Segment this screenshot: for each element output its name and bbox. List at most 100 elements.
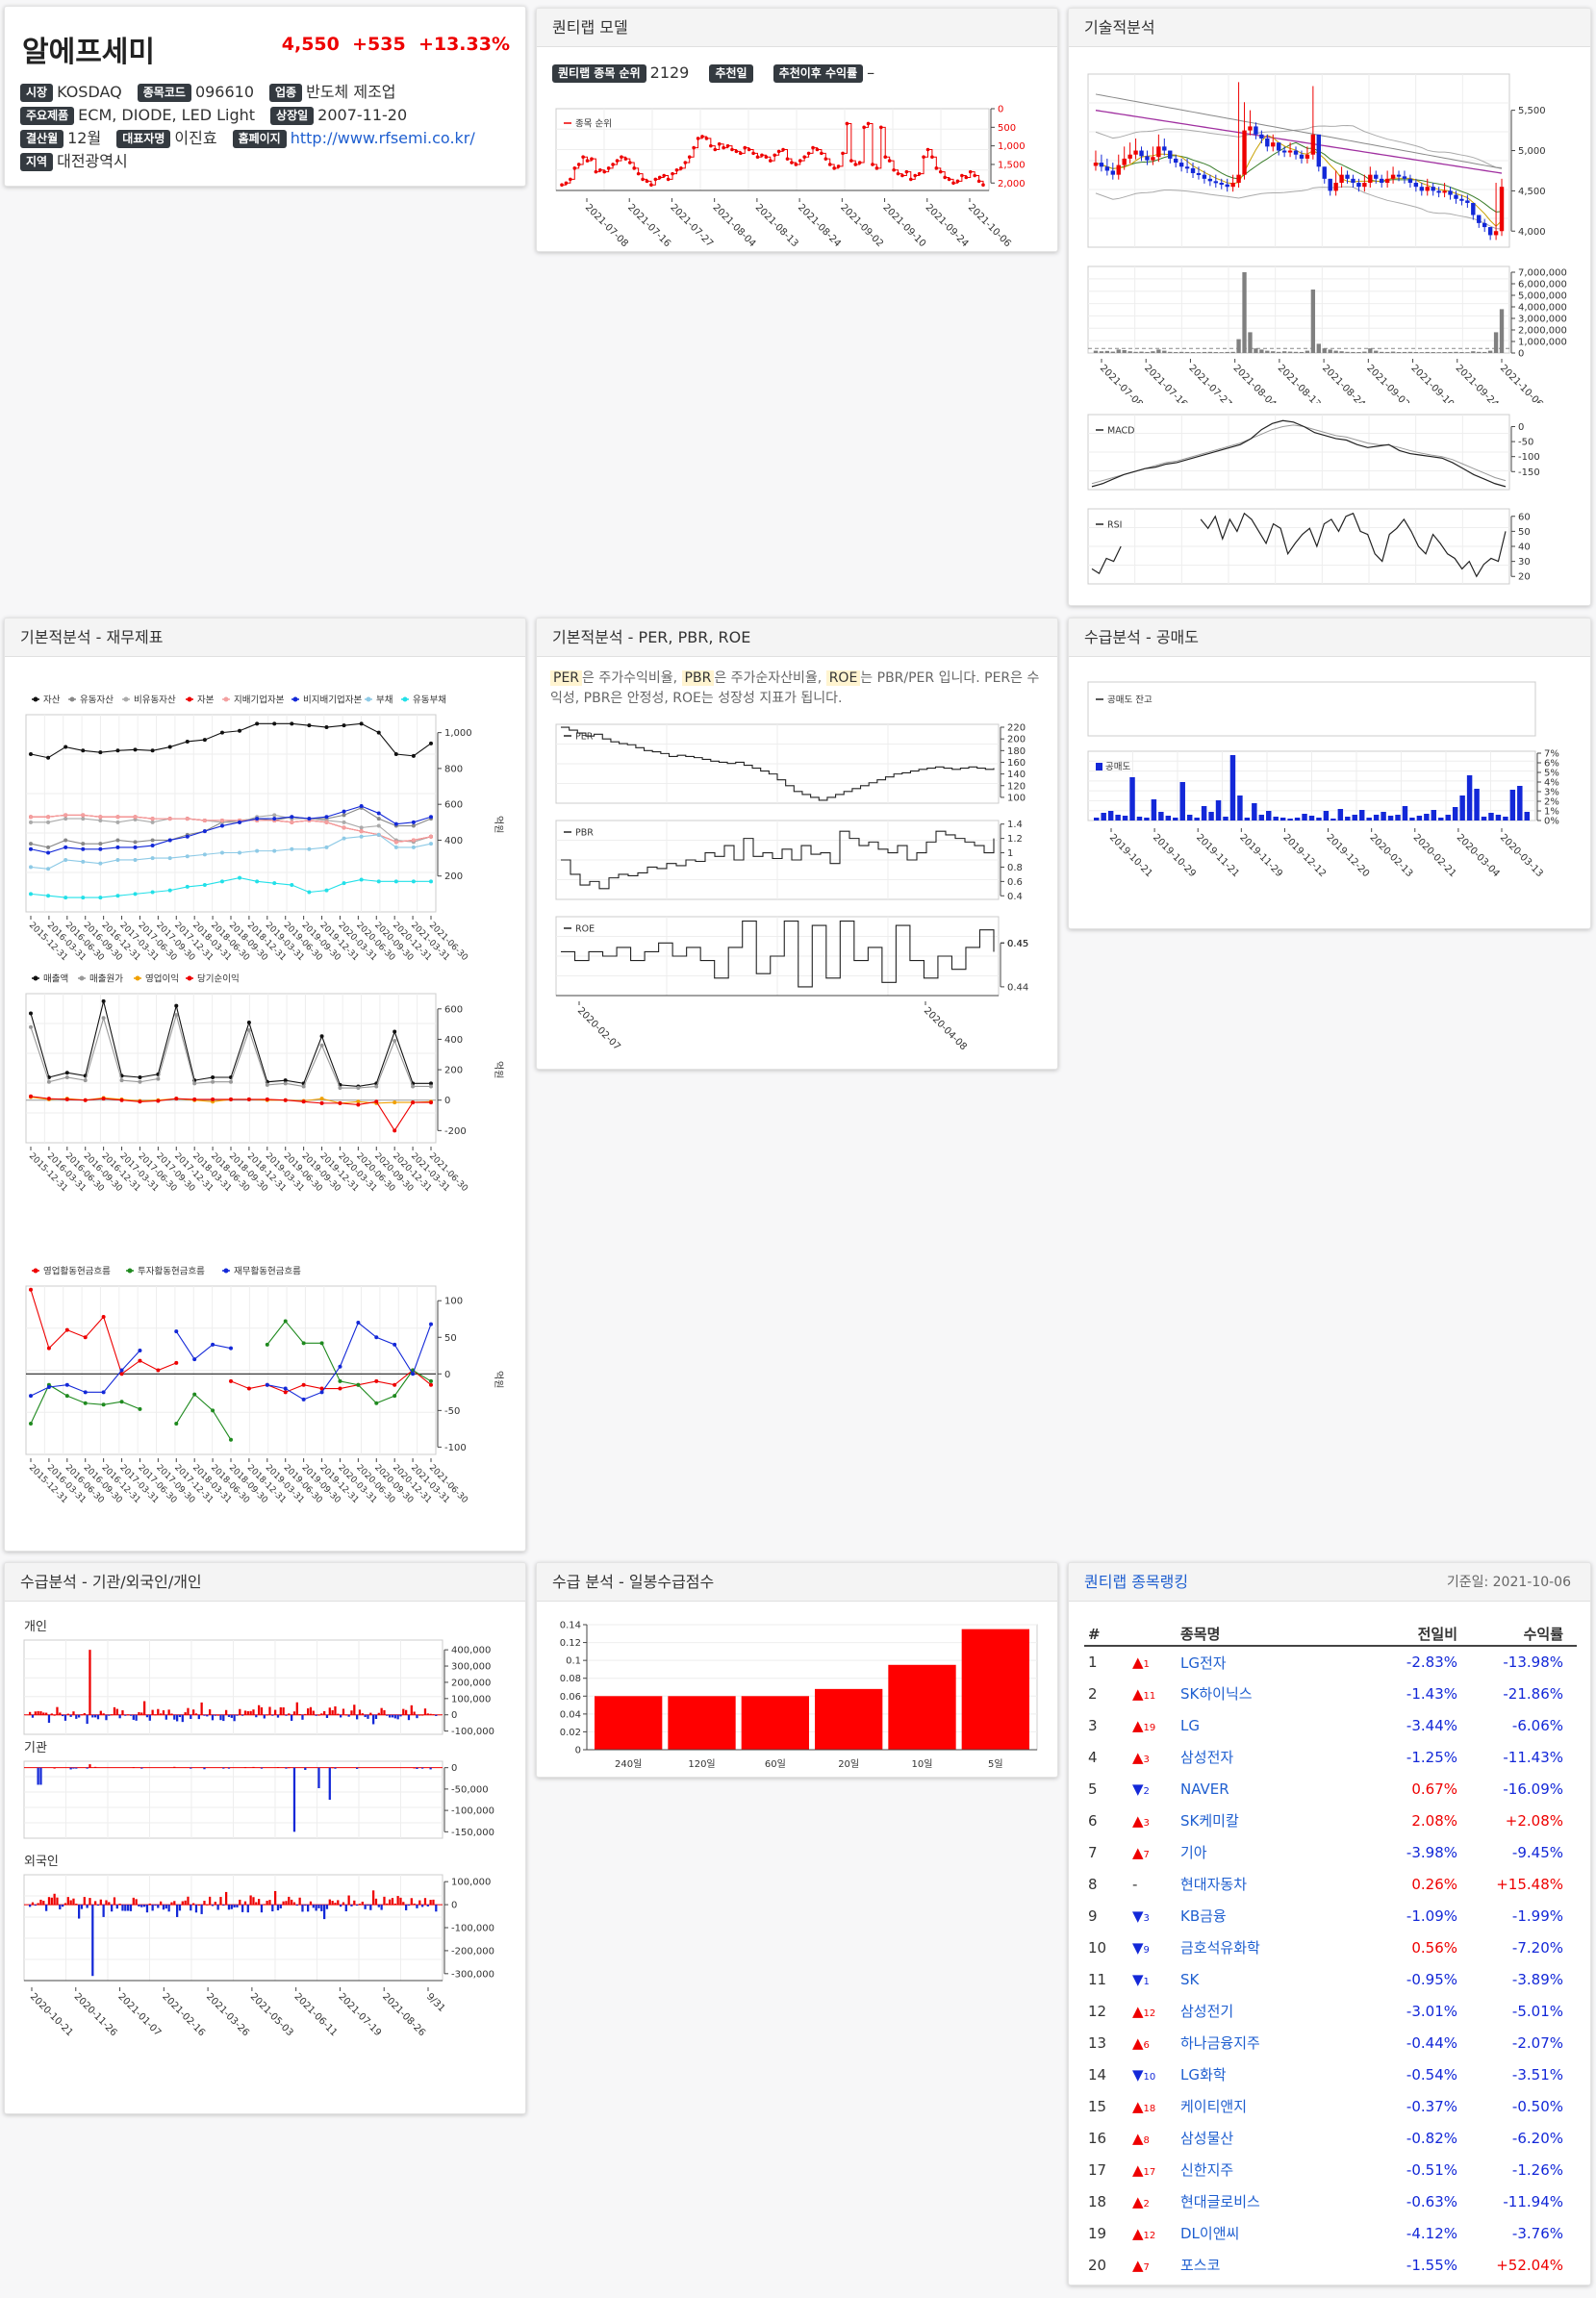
data-point [657, 175, 662, 180]
flow-bar [96, 1905, 100, 1907]
stock-link[interactable]: 케이티앤지 [1180, 2098, 1248, 2115]
y-tick-label: 1,000 [998, 141, 1026, 152]
candle-body [1127, 154, 1132, 159]
short-bar [1316, 818, 1322, 821]
x-tick-label: 5일 [988, 1758, 1003, 1770]
x-tick-label: 2021-08-13 [1276, 363, 1323, 403]
legend-swatch [1096, 763, 1102, 770]
data-point [265, 1382, 269, 1387]
flow-bar [399, 1714, 402, 1717]
y-tick-label: 0.06 [560, 1692, 581, 1703]
stock-link[interactable]: NAVER [1180, 1780, 1229, 1798]
data-point [896, 171, 900, 176]
data-point [150, 890, 155, 895]
homepage-link[interactable]: http://www.rfsemi.co.kr/ [290, 129, 475, 147]
data-point [63, 896, 68, 900]
candle-body [1448, 190, 1453, 195]
x-tick-label: 2019-10-29 [1151, 832, 1198, 879]
series-line [30, 877, 431, 898]
stock-link[interactable]: 삼성전기 [1180, 2003, 1234, 2020]
data-point [202, 818, 207, 822]
flow-bar [416, 1714, 418, 1719]
info-value: KOSDAQ [57, 83, 122, 101]
flow-bar [334, 1903, 337, 1906]
rank-move: - [1132, 1875, 1138, 1893]
x-tick-label: 10일 [912, 1758, 933, 1770]
flow-bar [75, 1904, 78, 1906]
short-bar [1330, 819, 1336, 821]
stock-link[interactable]: LG화학 [1180, 2066, 1227, 2083]
data-point [922, 155, 925, 160]
legend-label: 종목 순위 [575, 118, 612, 130]
stock-link[interactable]: 현대글로비스 [1180, 2193, 1260, 2210]
volume-bar [1380, 351, 1384, 353]
stock-link[interactable]: SK하이닉스 [1180, 1685, 1253, 1703]
legend-label: 투자활동현금흐름 [138, 1266, 205, 1277]
flow-bar [140, 1905, 143, 1907]
data-point [411, 823, 416, 828]
stock-link[interactable]: KB금융 [1180, 1907, 1227, 1925]
data-point [429, 1378, 433, 1383]
y-tick-label: -300,000 [451, 1969, 494, 1980]
stock-link[interactable]: 삼성물산 [1180, 2130, 1234, 2147]
flow-bar [325, 1714, 329, 1718]
legend-label: 영업이익 [145, 973, 179, 985]
candle-body [1471, 202, 1476, 215]
y-tick-label: 6,000,000 [1518, 280, 1567, 290]
volume-bar [1316, 343, 1321, 353]
flow-bar [45, 1712, 48, 1715]
data-point [81, 817, 86, 821]
data-point [167, 856, 172, 861]
data-point [265, 1082, 269, 1087]
flow-bar [178, 1905, 182, 1911]
short-bar [1488, 813, 1494, 821]
y-tick-label: -50 [1518, 438, 1533, 448]
rec-date-label: 추천일 [709, 64, 753, 83]
flow-bar [227, 1714, 231, 1717]
data-point [185, 817, 190, 821]
candle-body [1207, 178, 1213, 182]
ranking-row: 17 ▲17 신한지주 -0.51% -1.26% [1084, 2154, 1577, 2185]
legend-label: 당기순이익 [197, 973, 240, 985]
data-point [283, 1390, 288, 1395]
data-point [879, 125, 883, 130]
data-point [255, 848, 260, 853]
stock-link[interactable]: 신한지주 [1180, 2161, 1234, 2179]
series-line [561, 830, 995, 890]
day-change: 0.67% [1411, 1780, 1457, 1798]
data-point [319, 1341, 324, 1346]
flow-bar [53, 1714, 56, 1716]
stock-link[interactable]: 현대자동차 [1180, 1876, 1248, 1893]
stock-link[interactable]: SK케미칼 [1180, 1812, 1239, 1830]
stock-link[interactable]: SK [1180, 1970, 1200, 1988]
ranking-row: 4 ▲3 삼성전자 -1.25% -11.43% [1084, 1741, 1577, 1773]
short-bar [1345, 817, 1351, 821]
short-bar [1438, 818, 1444, 821]
flow-bar [39, 1899, 42, 1906]
data-point [115, 748, 120, 753]
day-change: -3.44% [1406, 1716, 1457, 1734]
stock-link[interactable]: 기아 [1180, 1844, 1207, 1861]
volume-bar [1310, 290, 1316, 353]
short-bar [1323, 811, 1330, 821]
stock-link[interactable]: 금호석유화학 [1180, 1939, 1260, 1957]
stock-link[interactable]: LG [1180, 1716, 1200, 1734]
data-point [115, 838, 120, 843]
y-tick-label: 0% [1544, 817, 1559, 827]
stock-link[interactable]: LG전자 [1180, 1654, 1227, 1672]
legend-label: 영업활동현금흐름 [43, 1266, 111, 1277]
flow-bar [91, 1714, 94, 1718]
stock-link[interactable]: 삼성전자 [1180, 1749, 1234, 1766]
data-point [900, 173, 904, 178]
flow-bar [203, 1714, 206, 1716]
panel-label: 개인 [24, 1620, 47, 1634]
volume-bar [1368, 348, 1373, 353]
stock-link[interactable]: DL이앤씨 [1180, 2225, 1240, 2242]
flow-bar [69, 1714, 72, 1717]
day-change: -1.55% [1406, 2256, 1457, 2274]
stock-link[interactable]: 포스코 [1180, 2257, 1221, 2274]
flow-bar [298, 1897, 301, 1906]
short-bar [1402, 806, 1408, 821]
stock-link[interactable]: 하나금융지주 [1180, 2034, 1260, 2052]
legend-marker [33, 1268, 38, 1274]
